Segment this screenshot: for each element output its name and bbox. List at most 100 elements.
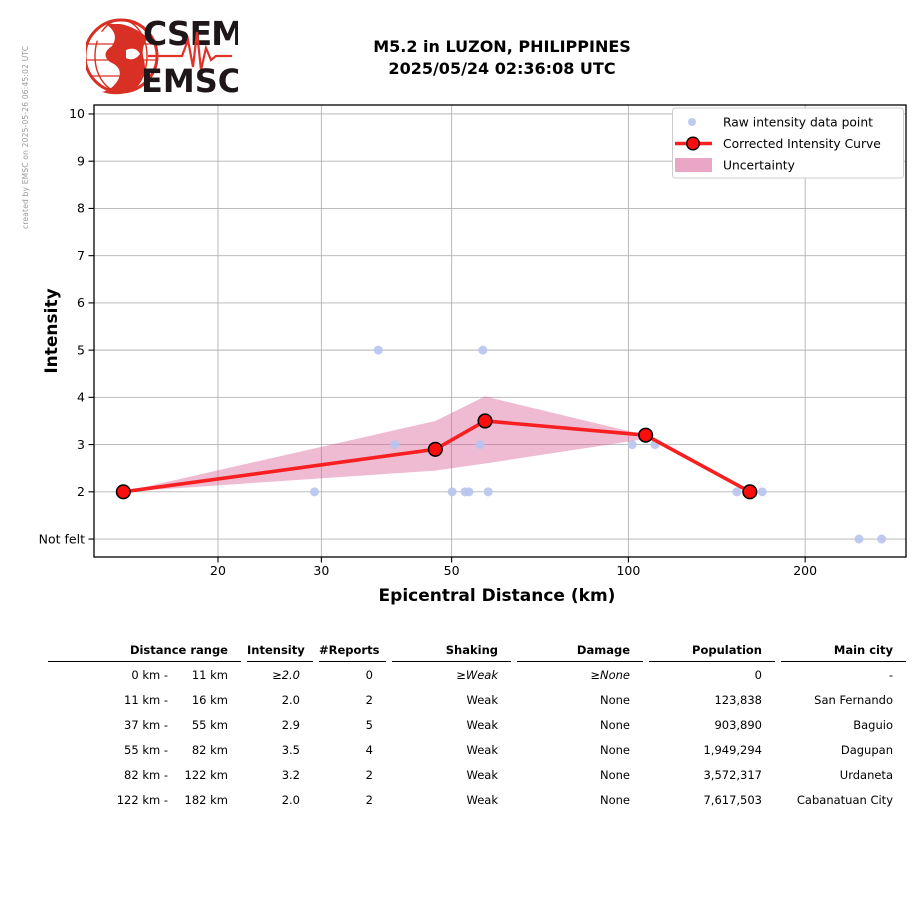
intensity-cell: 2.9 (281, 717, 300, 732)
main-city-cell: Cabanatuan City (796, 792, 893, 807)
y-tick-label: 3 (77, 437, 85, 452)
shaking-cell: Weak (466, 717, 498, 732)
table-column-header: Intensity (247, 643, 313, 662)
table-row: 0 km - 11 km ≥2.0 0 ≥Weak ≥None 0 - (48, 662, 906, 687)
distance-from: 0 km - (131, 667, 168, 682)
population-cell: 1,949,294 (703, 742, 762, 757)
legend-box (672, 107, 904, 179)
main-city-cell: - (888, 667, 893, 682)
population-cell: 7,617,503 (703, 792, 762, 807)
table-row: 55 km - 82 km 3.5 4 Weak None 1,949,294 Dagupan (48, 737, 906, 762)
table-column-header: #Reports (319, 643, 386, 662)
x-axis-label: Epicentral Distance (km) (379, 586, 616, 606)
shaking-cell: Weak (466, 692, 498, 707)
raw-intensity-point (483, 487, 493, 497)
raw-intensity-point (854, 534, 864, 544)
intensity-cell: ≥2.0 (272, 667, 300, 682)
curve-point-marker (638, 427, 654, 443)
main-city-cell: Urdaneta (839, 767, 893, 782)
csem-emsc-logo: CSEM EMSC (86, 14, 238, 100)
distance-from: 122 km - (116, 792, 168, 807)
raw-intensity-point (447, 487, 457, 497)
legend-curve-marker-swatch (686, 136, 701, 151)
logo-text-emsc: EMSC (141, 62, 238, 100)
distance-to: 182 km (184, 792, 228, 807)
y-tick-label: 8 (77, 201, 85, 216)
reports-cell: 2 (365, 792, 373, 807)
damage-cell: None (599, 717, 630, 732)
event-title: M5.2 in LUZON, PHILIPPINES (373, 37, 631, 56)
distance-to: 11 km (191, 667, 228, 682)
distance-from: 37 km - (124, 717, 168, 732)
raw-intensity-point (732, 487, 742, 497)
curve-point-marker (115, 484, 131, 500)
distance-to: 55 km (191, 717, 228, 732)
table-header-row: Distance range Intensity #Reports Shaking Da… (48, 641, 906, 662)
raw-intensity-point (757, 487, 767, 497)
intensity-cell: 2.0 (281, 692, 300, 707)
shaking-cell: Weak (466, 767, 498, 782)
seismogram-trace-icon (148, 31, 232, 71)
raw-intensity-point (877, 534, 887, 544)
x-tick-label: 50 (444, 563, 460, 578)
population-cell: 0 (754, 667, 762, 682)
x-tick-label: 200 (793, 563, 817, 578)
intensity-summary-table: Distance range Intensity #Reports Shaking Da… (48, 641, 906, 812)
curve-point-marker (742, 484, 758, 500)
plot-border (93, 104, 907, 558)
distance-from: 55 km - (124, 742, 168, 757)
shaking-cell: Weak (466, 792, 498, 807)
damage-cell: None (599, 767, 630, 782)
x-tick-label: 100 (616, 563, 640, 578)
raw-intensity-point (373, 345, 383, 355)
legend-label: Raw intensity data point (723, 116, 873, 130)
legend-label: Uncertainty (723, 159, 795, 173)
population-cell: 903,890 (714, 717, 762, 732)
x-tick-label: 30 (313, 563, 329, 578)
damage-cell: None (599, 742, 630, 757)
distance-range-cell: 0 km - 11 km (48, 668, 241, 682)
distance-to: 122 km (184, 767, 228, 782)
intensity-cell: 3.5 (281, 742, 300, 757)
table-row: 82 km - 122 km 3.2 2 Weak None 3,572,317 Urdane… (48, 762, 906, 787)
y-tick-label: Not felt (39, 531, 85, 546)
reports-cell: 4 (365, 742, 373, 757)
y-axis-label: Intensity (42, 288, 62, 373)
table-column-header: Population (649, 643, 775, 662)
uncertainty-band (123, 396, 646, 492)
main-city-cell: Baguio (853, 717, 893, 732)
raw-intensity-point (478, 345, 488, 355)
y-tick-label: 4 (77, 390, 85, 405)
curve-point-marker (427, 441, 443, 457)
population-cell: 3,572,317 (703, 767, 762, 782)
y-tick-label: 9 (77, 153, 85, 168)
main-city-cell: Dagupan (840, 742, 893, 757)
damage-cell: ≥None (590, 667, 630, 682)
table-column-header: Distance range (48, 643, 241, 662)
reports-cell: 2 (365, 692, 373, 707)
raw-intensity-point (464, 487, 474, 497)
intensity-cell: 3.2 (281, 767, 300, 782)
x-tick-label: 20 (210, 563, 226, 578)
y-tick-label: 10 (69, 106, 85, 121)
damage-cell: None (599, 692, 630, 707)
raw-intensity-point (309, 487, 319, 497)
raw-intensity-point (627, 440, 637, 450)
distance-range-cell: 37 km - 55 km (48, 718, 241, 732)
reports-cell: 0 (365, 667, 373, 682)
distance-range-cell: 55 km - 82 km (48, 743, 241, 757)
table-row: 37 km - 55 km 2.9 5 Weak None 903,890 Baguio (48, 712, 906, 737)
curve-point-marker (477, 413, 493, 429)
distance-range-cell: 11 km - 16 km (48, 693, 241, 707)
intensity-cell: 2.0 (281, 792, 300, 807)
distance-from: 11 km - (124, 692, 168, 707)
globe-icon (86, 18, 159, 95)
legend-label: Corrected Intensity Curve (723, 137, 881, 151)
population-cell: 123,838 (714, 692, 762, 707)
distance-range-cell: 82 km - 122 km (48, 768, 241, 782)
reports-cell: 5 (365, 717, 373, 732)
table-column-header: Shaking (392, 643, 511, 662)
reports-cell: 2 (365, 767, 373, 782)
legend-raw-dot-swatch (688, 118, 696, 126)
